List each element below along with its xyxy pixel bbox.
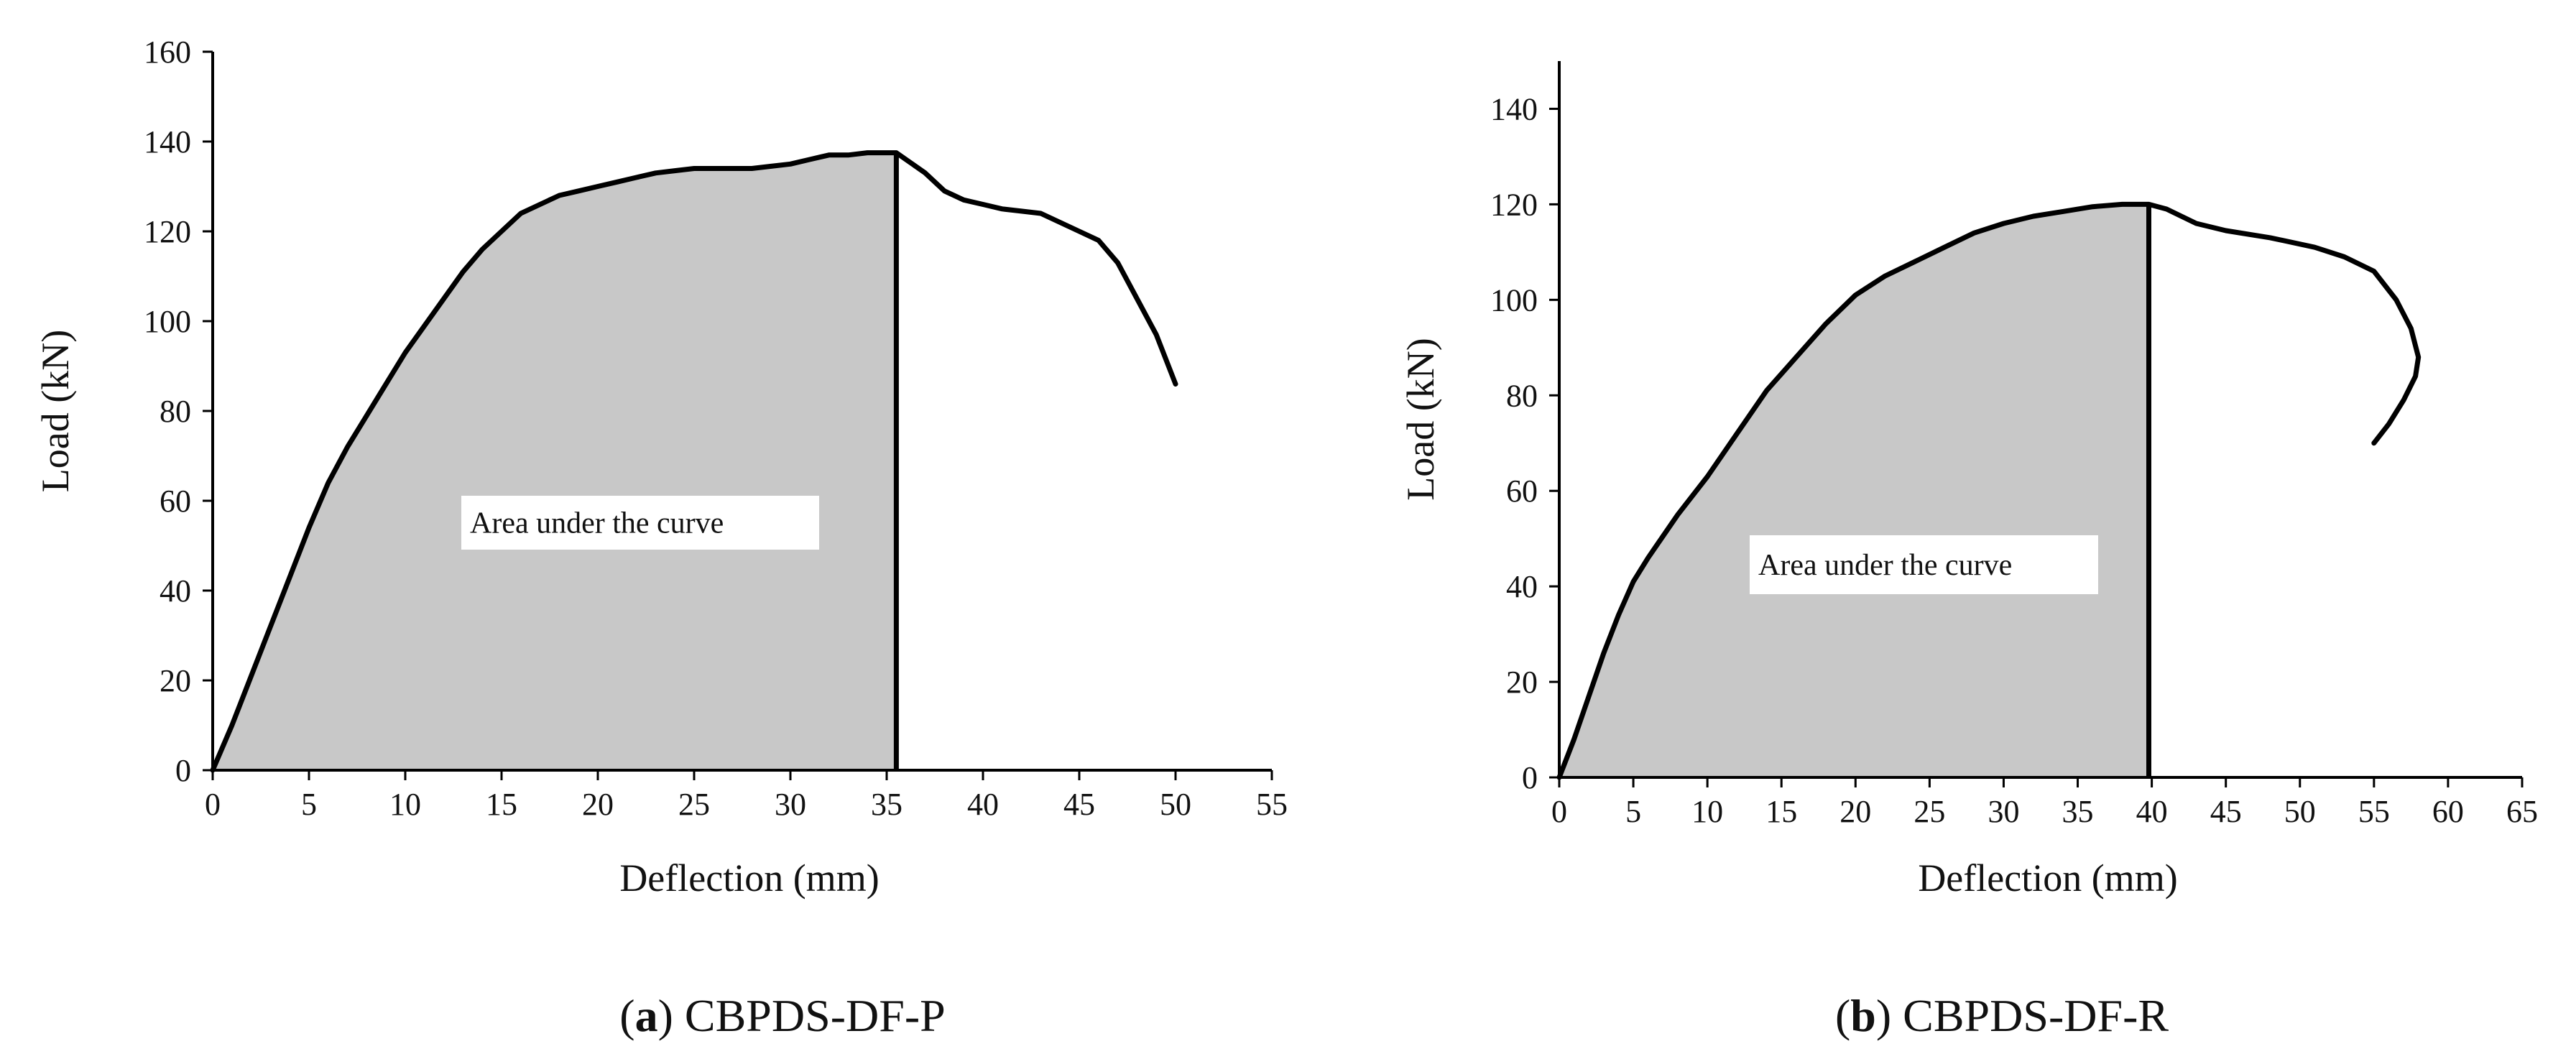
annotation-box	[461, 496, 819, 550]
x-tick-label: 45	[1063, 787, 1095, 822]
x-tick-label: 30	[1988, 794, 2019, 829]
x-tick-label: 35	[871, 787, 902, 822]
y-tick-label: 40	[160, 573, 191, 609]
y-tick-label: 120	[1490, 187, 1538, 222]
x-tick-label: 5	[301, 787, 317, 822]
caption-b: (b) CBPDS-DF-R	[1835, 990, 2169, 1041]
x-tick-label: 55	[1256, 787, 1288, 822]
x-tick-label: 0	[205, 787, 221, 822]
y-tick-label: 140	[1490, 91, 1538, 126]
x-tick-label: 50	[1160, 787, 1191, 822]
x-tick-label: 5	[1625, 794, 1641, 829]
caption-a: (a) CBPDS-DF-P	[619, 990, 945, 1041]
x-tick-label: 10	[389, 787, 421, 822]
y-tick-label: 140	[144, 124, 191, 160]
y-tick-label: 160	[144, 34, 191, 70]
chart-a: 0 5 10 15 20 25 30 35 40 45 50 55 0 20 40 60 80 100 120 140…	[34, 34, 1288, 900]
x-tick-label: 15	[1765, 794, 1797, 829]
load-deflection-curve	[210, 150, 1178, 773]
y-tick-label: 80	[160, 394, 191, 429]
x-tick-label: 35	[2062, 794, 2094, 829]
annotation-box	[1750, 535, 2098, 594]
y-tick-label: 100	[1490, 282, 1538, 318]
x-axis-title: Deflection (mm)	[619, 856, 879, 900]
y-axis-title: Load (kN)	[34, 330, 77, 492]
chart-b: 0 5 10 15 20 25 30 35 40 45 50 55 60 65 0 20 40 60 80 100 12…	[1399, 61, 2538, 900]
y-tick-label: 0	[1522, 760, 1538, 795]
area-under-curve-fill	[1559, 204, 2149, 777]
y-tick-label: 100	[144, 304, 191, 339]
y-tick-label: 20	[1506, 665, 1538, 700]
y-tick-label: 120	[144, 214, 191, 249]
x-tick-label: 45	[2210, 794, 2242, 829]
load-deflection-curve	[1556, 201, 2422, 780]
y-tick-label: 80	[1506, 378, 1538, 413]
area-under-curve-fill	[213, 152, 897, 771]
x-axis-title: Deflection (mm)	[1918, 856, 2177, 900]
x-tick-label: 25	[678, 787, 710, 822]
y-tick-label: 60	[1506, 473, 1538, 509]
y-tick-label: 0	[175, 753, 191, 788]
y-tick-label: 40	[1506, 569, 1538, 604]
x-tick-label: 40	[2136, 794, 2168, 829]
x-tick-label: 65	[2506, 794, 2538, 829]
y-tick-label: 20	[160, 663, 191, 698]
y-tick-label: 60	[160, 484, 191, 519]
x-tick-label: 0	[1551, 794, 1567, 829]
x-tick-label: 20	[582, 787, 614, 822]
x-tick-label: 25	[1913, 794, 1945, 829]
x-tick-label: 15	[486, 787, 517, 822]
annotation-label: Area under the curve	[1758, 549, 2012, 582]
x-tick-label: 40	[967, 787, 999, 822]
y-axis-title: Load (kN)	[1399, 338, 1442, 500]
x-tick-label: 10	[1691, 794, 1723, 829]
annotation-label: Area under the curve	[470, 507, 724, 540]
x-tick-label: 50	[2284, 794, 2316, 829]
x-tick-label: 30	[775, 787, 806, 822]
x-tick-label: 20	[1839, 794, 1871, 829]
x-tick-label: 60	[2432, 794, 2464, 829]
x-tick-label: 55	[2358, 794, 2390, 829]
